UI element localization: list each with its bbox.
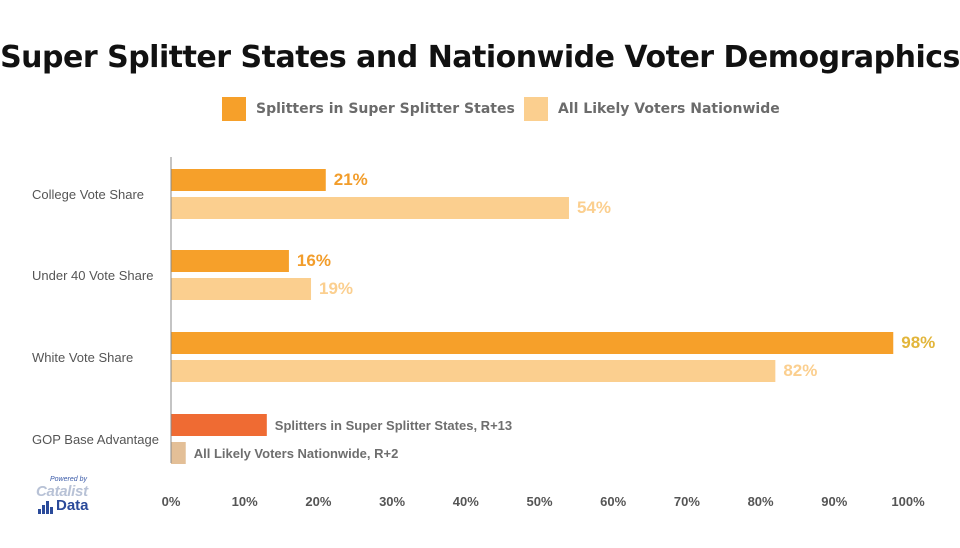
data-label: 21% <box>334 170 368 189</box>
bar <box>171 197 569 219</box>
bar <box>171 169 326 191</box>
x-tick-label: 60% <box>600 494 626 509</box>
bar <box>171 250 289 272</box>
x-tick-label: 80% <box>748 494 774 509</box>
legend-item-splitters: Splitters in Super Splitter States <box>222 97 515 121</box>
x-tick-label: 20% <box>305 494 331 509</box>
logo-bars-icon <box>38 500 54 514</box>
legend-swatch-nationwide <box>524 97 548 121</box>
bar <box>171 278 312 300</box>
bar <box>171 442 186 464</box>
logo-powered-by: Powered by <box>50 476 87 483</box>
legend-item-nationwide: All Likely Voters Nationwide <box>524 97 780 121</box>
legend-label-splitters: Splitters in Super Splitter States <box>256 101 515 117</box>
gop-annotation-label: Splitters in Super Splitter States, R+13 <box>275 418 512 433</box>
data-label: 16% <box>297 251 331 270</box>
bar <box>171 332 894 354</box>
category-label: GOP Base Advantage <box>32 432 159 447</box>
bar <box>171 360 776 382</box>
category-label: White Vote Share <box>32 350 133 365</box>
x-tick-label: 0% <box>162 494 181 509</box>
data-label: 19% <box>319 279 353 298</box>
category-label: Under 40 Vote Share <box>32 268 153 283</box>
catalist-logo: Powered by Catalist Data <box>34 476 104 516</box>
gop-annotation-label: All Likely Voters Nationwide, R+2 <box>194 446 399 461</box>
x-tick-label: 100% <box>891 494 925 509</box>
logo-data: Data <box>56 497 89 514</box>
x-tick-label: 10% <box>232 494 258 509</box>
x-tick-label: 90% <box>821 494 847 509</box>
x-tick-label: 40% <box>453 494 479 509</box>
logo-brand: Catalist <box>36 483 88 500</box>
category-label: College Vote Share <box>32 187 144 202</box>
legend-label-nationwide: All Likely Voters Nationwide <box>558 101 780 117</box>
legend-swatch-splitters <box>222 97 246 121</box>
bar <box>171 414 267 436</box>
x-tick-label: 70% <box>674 494 700 509</box>
data-label: 82% <box>783 361 817 380</box>
data-label: 98% <box>901 333 935 352</box>
x-tick-label: 30% <box>379 494 405 509</box>
data-label: 54% <box>577 198 611 217</box>
chart-title: Super Splitter States and Nationwide Vot… <box>0 40 960 75</box>
x-tick-label: 50% <box>526 494 552 509</box>
